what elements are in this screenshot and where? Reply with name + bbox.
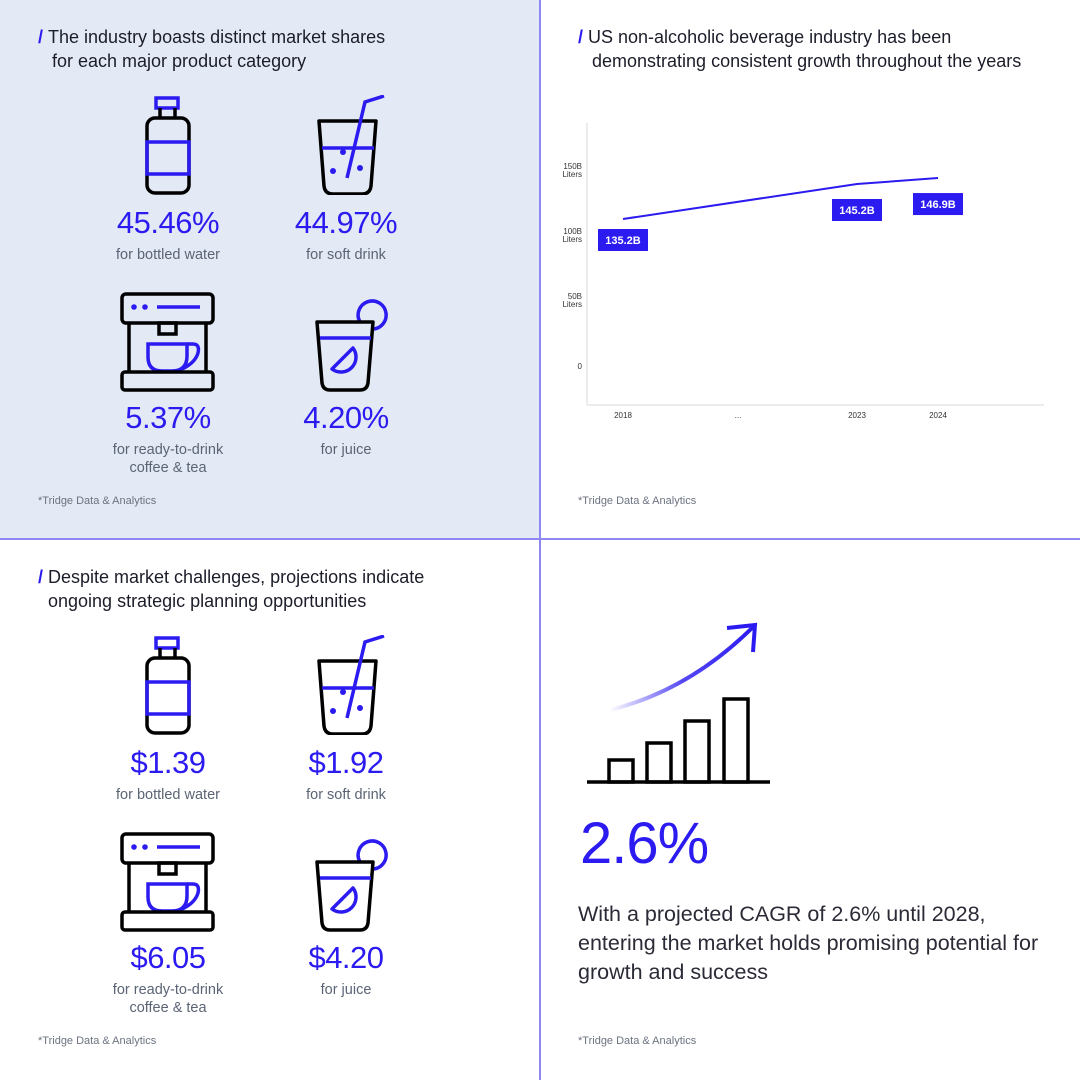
price-caption: for bottled water [116, 787, 220, 803]
panel-title: / US non-alcoholic beverage industry has … [578, 25, 1021, 73]
data-label: 146.9B [920, 199, 956, 211]
bottle-icon [143, 96, 193, 196]
x-tick-label: 2024 [929, 411, 947, 420]
data-label-box [598, 229, 648, 251]
title-line: The industry boasts distinct market shar… [48, 27, 386, 47]
share-caption: coffee & tea [129, 460, 207, 476]
slash-icon: / [578, 27, 584, 47]
price-value: $1.39 [130, 745, 206, 780]
title-line: demonstrating consistent growth througho… [592, 51, 1022, 71]
coffee-machine-icon [120, 832, 216, 932]
panel-title: / Despite market challenges, projections … [38, 565, 424, 613]
y-tick-label: Liters [562, 300, 582, 309]
share-value: 4.20% [303, 400, 389, 435]
cagr-panel: 2.6% With a projected CAGR of 2.6% until… [540, 540, 1080, 1080]
slash-icon: / [38, 567, 44, 587]
price-value: $4.20 [308, 940, 384, 975]
y-tick-label: 50B [568, 292, 582, 301]
trend-arrow-icon [609, 624, 756, 712]
data-label: 145.2B [839, 205, 875, 217]
price-caption: for ready-to-drink [112, 982, 224, 998]
price-caption: for soft drink [306, 787, 386, 803]
prices-panel: / Despite market challenges, projections … [0, 540, 540, 1080]
source-note: *Tridge Data & Analytics [578, 495, 697, 507]
share-caption: for juice [320, 442, 372, 458]
share-value: 45.46% [116, 205, 220, 240]
source-note: *Tridge Data & Analytics [38, 495, 157, 507]
share-caption: for soft drink [306, 247, 386, 263]
market-shares-panel: / The industry boasts distinct market sha… [0, 0, 540, 540]
panel-title: / The industry boasts distinct market sha… [38, 25, 385, 73]
share-caption: for bottled water [116, 247, 220, 263]
juice-icon [315, 297, 395, 397]
cagr-value: 2.6% [580, 811, 709, 876]
x-tick-label: 2018 [614, 411, 632, 420]
x-tick-label: 2023 [848, 411, 866, 420]
title-line: Despite market challenges, projections i… [48, 567, 425, 587]
y-tick-label: Liters [562, 170, 582, 179]
title-line: US non-alcoholic beverage industry has b… [588, 27, 952, 47]
share-value: 5.37% [125, 400, 211, 435]
series-line [622, 177, 939, 220]
soft-drink-icon [315, 635, 395, 735]
growth-bar-chart-icon [587, 622, 770, 784]
data-label-box [832, 199, 882, 221]
bottle-icon [143, 636, 193, 736]
title-line: for each major product category [52, 51, 307, 71]
x-tick-label: ... [735, 411, 742, 420]
juice-icon [315, 837, 395, 937]
data-label: 135.2B [605, 235, 641, 247]
share-value: 44.97% [294, 205, 398, 240]
price-value: $1.92 [308, 745, 384, 780]
price-caption: coffee & tea [129, 1000, 207, 1016]
source-note: *Tridge Data & Analytics [38, 1035, 157, 1047]
y-tick-label: 0 [578, 362, 583, 371]
cagr-description: With a projected CAGR of 2.6% until 2028… [578, 902, 1039, 984]
share-caption: for ready-to-drink [112, 442, 224, 458]
y-tick-label: 100B [563, 227, 582, 236]
growth-chart-panel: / US non-alcoholic beverage industry has … [540, 0, 1080, 540]
slash-icon: / [38, 27, 44, 47]
y-tick-label: Liters [562, 235, 582, 244]
price-caption: for juice [320, 982, 372, 998]
vertical-divider [539, 0, 541, 1080]
title-line: ongoing strategic planning opportunities [48, 591, 367, 611]
price-value: $6.05 [130, 940, 206, 975]
horizontal-divider [0, 538, 1080, 540]
source-note: *Tridge Data & Analytics [578, 1035, 697, 1047]
soft-drink-icon [315, 95, 395, 195]
y-tick-label: 150B [563, 162, 582, 171]
coffee-machine-icon [120, 292, 216, 392]
data-label-box [913, 193, 963, 216]
